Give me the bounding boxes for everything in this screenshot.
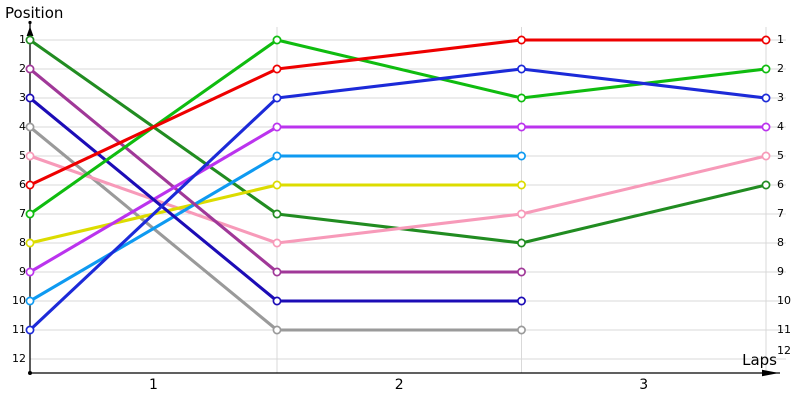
series-marker-car-gray: [517, 325, 526, 335]
position-label-right-6: 6: [777, 178, 784, 191]
series-marker-car-violet: [272, 122, 282, 132]
series-marker-car-yellow: [272, 180, 282, 190]
position-label-left-7: 7: [19, 207, 26, 220]
position-label-left-10: 10: [12, 294, 26, 307]
series-line-car-red: [29, 38, 766, 187]
position-label-left-9: 9: [19, 265, 26, 278]
position-label-right-2: 2: [777, 62, 784, 75]
series-marker-car-pink: [761, 151, 771, 161]
position-label-right-1: 1: [777, 33, 784, 46]
series-marker-car-purple: [25, 64, 35, 74]
series-marker-car-navy: [272, 296, 282, 306]
series-marker-car-blue: [761, 93, 771, 103]
x-axis-arrow-icon: [762, 369, 779, 377]
series-marker-car-green: [517, 93, 526, 103]
lap-tick-label-2: 2: [394, 377, 404, 393]
series-marker-car-green: [761, 64, 771, 74]
series-marker-car-green: [25, 209, 35, 219]
series-marker-car-violet: [761, 122, 771, 132]
position-label-right-8: 8: [777, 236, 784, 249]
position-label-left-12: 12: [12, 352, 26, 365]
position-label-left-1: 1: [19, 33, 26, 46]
series-marker-car-gray: [272, 325, 282, 335]
series-marker-car-darkgreen: [272, 209, 282, 219]
position-label-left-6: 6: [19, 178, 26, 191]
position-label-right-5: 5: [777, 149, 784, 162]
position-label-right-4: 4: [777, 120, 784, 133]
series-marker-car-yellow: [517, 180, 526, 190]
lap-tick-label-3: 3: [639, 377, 649, 393]
series-marker-car-darkgreen: [517, 238, 526, 248]
series-marker-car-pink: [272, 238, 282, 248]
position-label-right-10: 10: [777, 294, 791, 307]
series-marker-car-cyan: [25, 296, 35, 306]
series-marker-car-purple: [517, 267, 526, 277]
series-marker-car-pink: [517, 209, 526, 219]
position-label-left-4: 4: [19, 120, 26, 133]
series-marker-car-blue: [25, 325, 35, 335]
series-marker-car-purple: [272, 267, 282, 277]
series-marker-car-cyan: [517, 151, 526, 161]
series-line-car-violet: [29, 125, 766, 274]
position-label-right-11: 11: [777, 323, 791, 336]
lap-tick-label-1: 1: [149, 377, 158, 393]
x-axis-title: Laps: [742, 351, 777, 369]
position-label-right-7: 7: [777, 207, 784, 220]
series-marker-car-navy: [25, 93, 35, 103]
position-label-left-8: 8: [19, 236, 26, 249]
position-label-left-2: 2: [19, 62, 26, 75]
series-marker-car-darkgreen: [25, 35, 35, 45]
series-marker-car-gray: [25, 122, 35, 132]
series-marker-car-cyan: [272, 151, 282, 161]
position-label-right-12: 12: [777, 344, 791, 357]
y-axis-title: Position: [5, 4, 64, 22]
series-marker-car-red: [761, 35, 771, 45]
series-line-car-pink: [29, 154, 767, 245]
series-marker-car-red: [25, 180, 35, 190]
series-marker-car-violet: [517, 122, 526, 132]
y-axis-arrow-dot: [28, 20, 32, 25]
position-label-left-11: 11: [12, 323, 26, 336]
position-label-right-3: 3: [777, 91, 784, 104]
series-marker-car-violet: [25, 267, 35, 277]
series-marker-car-blue: [272, 93, 282, 103]
series-line-car-blue: [28, 67, 767, 332]
y-axis-arrow-icon: [26, 26, 34, 36]
series-line-car-darkgreen: [29, 38, 767, 245]
position-label-left-5: 5: [19, 149, 26, 162]
series-marker-car-darkgreen: [761, 180, 771, 190]
series-marker-car-green: [272, 35, 282, 45]
position-label-right-9: 9: [777, 265, 784, 278]
series-marker-car-red: [517, 35, 526, 45]
series-marker-car-pink: [25, 151, 35, 161]
series-marker-car-red: [272, 64, 282, 74]
origin-dot: [28, 371, 32, 375]
series-marker-car-yellow: [25, 238, 35, 248]
series-marker-car-blue: [517, 64, 526, 74]
series-marker-car-navy: [517, 296, 526, 306]
position-label-left-3: 3: [19, 91, 26, 104]
